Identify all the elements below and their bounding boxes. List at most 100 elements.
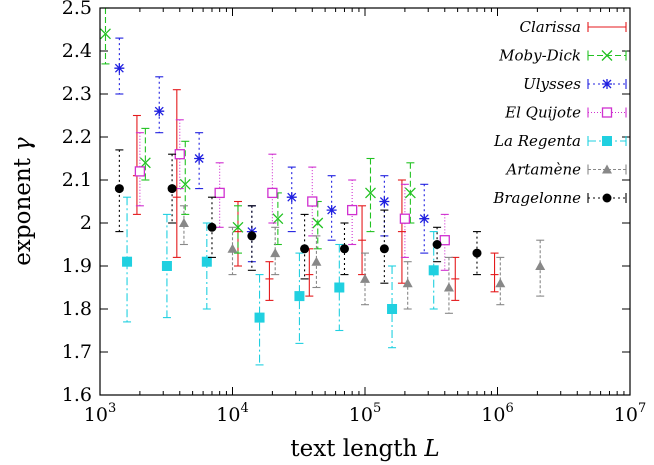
legend-item-la-regenta: La Regenta — [493, 132, 627, 150]
data-point — [201, 256, 212, 267]
data-point — [114, 63, 125, 74]
x-tick-base: 10 — [481, 404, 505, 426]
series-artam-ne — [178, 205, 546, 314]
data-point — [232, 221, 244, 233]
data-point — [399, 213, 411, 224]
x-tick-exponent: 5 — [373, 401, 381, 416]
x-tick-exponent: 3 — [108, 401, 116, 416]
x-tick-exponent: 4 — [240, 401, 248, 416]
x-tick-label: 104 — [216, 401, 248, 426]
x-axis-title-variable: L — [423, 436, 439, 462]
legend-item-bragelonne: Bragelonne — [492, 189, 627, 207]
y-axis-title: exponent γ — [10, 137, 36, 266]
data-point — [334, 282, 345, 293]
data-point — [432, 240, 442, 249]
data-point — [122, 256, 133, 267]
data-point — [154, 106, 165, 117]
data-point — [286, 192, 297, 203]
data-point — [114, 184, 124, 194]
data-point — [419, 213, 430, 224]
x-tick-base: 10 — [614, 404, 638, 426]
legend-marker — [601, 50, 613, 61]
data-point — [134, 166, 146, 177]
legend-label: Moby-Dick — [498, 47, 581, 65]
data-point — [179, 178, 191, 190]
data-point — [167, 184, 177, 194]
data-point — [535, 261, 546, 270]
legend-label: Clarissa — [519, 18, 581, 36]
data-point — [387, 304, 398, 314]
data-point — [207, 222, 217, 232]
data-point — [194, 153, 205, 164]
y-tick-label: 2.2 — [62, 126, 92, 148]
legend-marker — [602, 136, 612, 146]
y-tick-label: 2 — [80, 212, 92, 234]
x-tick-exponent: 7 — [638, 401, 646, 416]
data-point — [270, 248, 281, 258]
data-point — [227, 243, 238, 253]
data-point — [339, 244, 349, 254]
data-point — [472, 248, 482, 258]
data-point — [254, 312, 265, 323]
legend-label: El Quijote — [504, 104, 581, 122]
legend: Clarissa Moby-Dick Ulysses El Quijote La Reg… — [492, 18, 627, 207]
y-axis-title-variable: γ — [10, 137, 36, 151]
y-axis-title-text: exponent — [10, 157, 36, 265]
x-tick-base: 10 — [216, 404, 240, 426]
y-tick-label: 1.8 — [62, 298, 92, 320]
data-point — [379, 244, 389, 254]
data-point — [161, 261, 172, 271]
legend-marker — [602, 79, 612, 89]
x-tick-base: 10 — [84, 404, 108, 426]
legend-marker — [602, 193, 612, 203]
y-tick-label: 2.5 — [62, 0, 92, 19]
plot-marks — [100, 7, 546, 366]
data-point — [139, 157, 151, 169]
x-axis-title-text: text length — [290, 436, 417, 462]
y-tick-label: 2.3 — [62, 83, 92, 105]
series-bragelonne — [114, 149, 482, 284]
data-point — [326, 205, 337, 216]
series-la-regenta — [122, 196, 439, 366]
data-point — [247, 231, 257, 241]
legend-item-clarissa: Clarissa — [519, 18, 627, 36]
legend-item-moby-dick: Moby-Dick — [498, 47, 627, 65]
series-moby-dick — [100, 7, 416, 254]
legend-item-artam-ne: Artamène — [504, 161, 627, 179]
x-tick-label: 103 — [84, 401, 116, 426]
series-ulysses — [114, 37, 430, 263]
data-point — [428, 265, 439, 276]
legend-label: Ulysses — [523, 75, 581, 93]
legend-item-el-quijote: El Quijote — [504, 104, 627, 122]
data-point — [100, 28, 111, 40]
x-axis-title: text length L — [290, 436, 439, 462]
data-point — [214, 187, 225, 199]
series-clarissa — [132, 89, 499, 301]
data-point — [311, 256, 322, 266]
x-tick-label: 107 — [614, 401, 646, 426]
data-point — [402, 278, 413, 288]
data-point — [439, 235, 450, 246]
data-point — [307, 196, 318, 207]
y-tick-label: 2.4 — [62, 40, 92, 62]
data-point — [178, 218, 189, 227]
legend-marker — [602, 164, 612, 174]
data-point — [267, 187, 278, 199]
y-tick-label: 2.1 — [62, 169, 92, 191]
legend-label: Artamène — [504, 161, 581, 179]
data-point — [312, 217, 324, 229]
x-tick-exponent: 6 — [505, 401, 513, 416]
data-point — [174, 149, 185, 160]
legend-label: La Regenta — [493, 132, 581, 150]
x-tick-label: 106 — [481, 401, 513, 426]
legend-item-ulysses: Ulysses — [523, 75, 627, 93]
y-tick-label: 1.7 — [62, 341, 92, 363]
y-tick-label: 1.6 — [62, 384, 92, 406]
y-tick-label: 1.9 — [62, 255, 92, 277]
data-point — [360, 273, 370, 283]
legend-marker — [601, 107, 613, 118]
data-point — [379, 196, 390, 207]
data-point — [300, 244, 310, 254]
data-point — [365, 187, 376, 199]
